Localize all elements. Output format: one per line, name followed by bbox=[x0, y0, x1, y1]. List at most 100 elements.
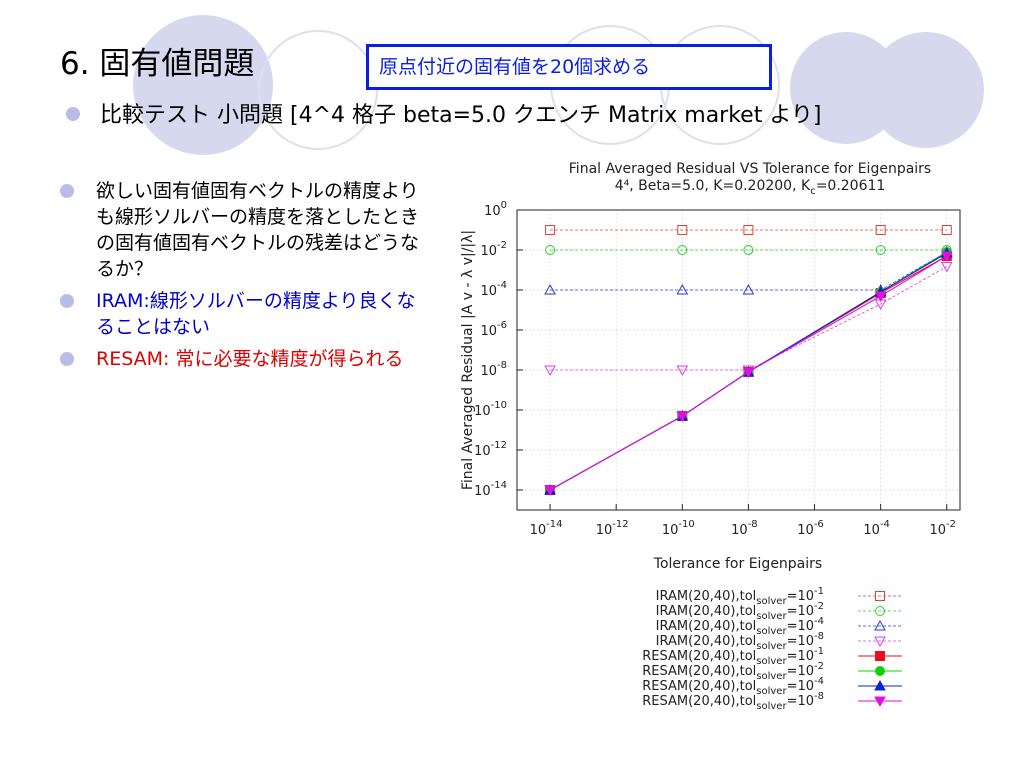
legend: IRAM(20,40),tolsolver=10-1IRAM(20,40),to… bbox=[642, 586, 902, 712]
x-tick-exp: -8 bbox=[748, 519, 758, 530]
legend-eq: =10 bbox=[787, 694, 814, 709]
x-tick-label: 10-2 bbox=[930, 519, 957, 538]
legend-entry-label: IRAM(20,40),tolsolver=10-2 bbox=[656, 601, 824, 622]
legend-exp: -4 bbox=[814, 676, 824, 687]
series-point bbox=[677, 225, 688, 235]
y-tick-exp: -14 bbox=[491, 480, 507, 491]
x-tick-base: 10 bbox=[863, 523, 880, 538]
x-tick-label: 10-10 bbox=[662, 519, 695, 538]
legend-sub: solver bbox=[756, 671, 787, 682]
legend-sub: solver bbox=[756, 701, 787, 712]
bullet-item: 欲しい固有値固有ベクトルの精度よりも線形ソルバーの精度を落としたときの固有値固有… bbox=[60, 178, 420, 282]
y-tick-label: 10-2 bbox=[480, 240, 507, 259]
legend-swatch-marker bbox=[875, 651, 885, 661]
series-point bbox=[743, 225, 754, 235]
legend-exp: -1 bbox=[814, 586, 824, 597]
series-point bbox=[940, 261, 953, 273]
legend-sub: solver bbox=[756, 686, 787, 697]
legend-prefix: IRAM(20,40),tol bbox=[656, 604, 757, 619]
legend-eq: =10 bbox=[787, 589, 814, 604]
y-tick-exp: 0 bbox=[501, 200, 507, 211]
x-tick-exp: -6 bbox=[814, 519, 824, 530]
y-tick-exp: -2 bbox=[497, 240, 507, 251]
legend-sub: solver bbox=[756, 626, 787, 637]
y-tick-base: 10 bbox=[480, 284, 497, 299]
bullet-item: IRAM:線形ソルバーの精度より良くなることはない bbox=[60, 288, 420, 340]
y-tick-label: 10-8 bbox=[480, 360, 507, 379]
y-tick-label: 10-4 bbox=[480, 280, 507, 299]
series-point bbox=[544, 485, 556, 497]
series-point bbox=[875, 225, 886, 235]
x-tick-label: 10-4 bbox=[863, 519, 890, 538]
y-tick-label: 100 bbox=[484, 200, 507, 219]
legend-entry-label: RESAM(20,40),tolsolver=10-8 bbox=[642, 691, 824, 712]
y-tick-exp: -8 bbox=[497, 360, 507, 371]
deco-circle-1 bbox=[133, 15, 273, 155]
series bbox=[545, 225, 952, 235]
legend-prefix: IRAM(20,40),tol bbox=[656, 589, 757, 604]
series-point bbox=[545, 225, 556, 235]
y-tick-base: 10 bbox=[474, 404, 491, 419]
series-group bbox=[544, 225, 953, 497]
bullet-dot bbox=[60, 294, 74, 308]
chart-title-line2-sub: c bbox=[810, 186, 816, 197]
x-tick-label: 10-8 bbox=[731, 519, 758, 538]
legend-exp: -8 bbox=[814, 691, 824, 702]
legend-prefix: RESAM(20,40),tol bbox=[642, 679, 756, 694]
legend-swatch-marker bbox=[874, 619, 886, 631]
legend-swatch-marker bbox=[875, 591, 885, 601]
bullet-dot bbox=[60, 352, 74, 366]
series-point bbox=[544, 365, 556, 377]
legend-exp: -4 bbox=[814, 616, 824, 627]
y-tick-base: 10 bbox=[480, 364, 497, 379]
subtitle-text: 比較テスト 小問題 [4^4 格子 beta=5.0 クエンチ Matrix m… bbox=[100, 103, 822, 128]
legend-prefix: RESAM(20,40),tol bbox=[642, 664, 756, 679]
callout-box: 原点付近の固有値を20個求める bbox=[366, 44, 772, 90]
legend-prefix: RESAM(20,40),tol bbox=[642, 649, 756, 664]
legend-entry-label: IRAM(20,40),tolsolver=10-1 bbox=[656, 586, 824, 607]
x-tick-label: 10-6 bbox=[797, 519, 824, 538]
legend-eq: =10 bbox=[787, 649, 814, 664]
chart-title-line2: 4⁴, Beta=5.0, K=0.20200, Kc=0.20611 bbox=[615, 178, 886, 197]
y-tick-label: 10-10 bbox=[474, 400, 507, 419]
legend-prefix: IRAM(20,40),tol bbox=[656, 619, 757, 634]
bullet-text: 欲しい固有値固有ベクトルの精度よりも線形ソルバーの精度を落としたときの固有値固有… bbox=[96, 180, 420, 280]
series bbox=[544, 251, 953, 497]
x-tick-exp: -12 bbox=[612, 519, 628, 530]
legend-exp: -2 bbox=[814, 661, 824, 672]
series-line bbox=[550, 266, 947, 371]
legend-sub: solver bbox=[756, 656, 787, 667]
series-point bbox=[676, 283, 689, 295]
legend-entry-label: RESAM(20,40),tolsolver=10-4 bbox=[642, 676, 824, 697]
series-point bbox=[874, 291, 887, 303]
y-tick-exp: -10 bbox=[491, 400, 507, 411]
series-point bbox=[940, 251, 953, 263]
subtitle: 比較テスト 小問題 [4^4 格子 beta=5.0 クエンチ Matrix m… bbox=[66, 100, 821, 132]
x-tick-base: 10 bbox=[530, 523, 547, 538]
slide-title: 6. 固有値問題 bbox=[60, 46, 255, 82]
legend-entry-label: IRAM(20,40),tolsolver=10-4 bbox=[656, 616, 824, 637]
x-tick-base: 10 bbox=[731, 523, 748, 538]
legend-exp: -1 bbox=[814, 646, 824, 657]
series-point bbox=[742, 283, 755, 295]
y-tick-exp: -12 bbox=[491, 440, 507, 451]
chart-title-line1: Final Averaged Residual VS Tolerance for… bbox=[569, 161, 931, 177]
legend-entry-label: RESAM(20,40),tolsolver=10-2 bbox=[642, 661, 824, 682]
x-tick-label: 10-12 bbox=[596, 519, 629, 538]
legend-sub: solver bbox=[756, 611, 787, 622]
series-point bbox=[676, 365, 689, 377]
x-tick-labels: 10-14 10-12 10-10 10-8 10-6 10-4 10-2 bbox=[530, 519, 956, 538]
legend-entry-label: IRAM(20,40),tolsolver=10-8 bbox=[656, 631, 824, 652]
legend-prefix: IRAM(20,40),tol bbox=[656, 634, 757, 649]
x-tick-exp: -10 bbox=[678, 519, 694, 530]
legend-eq: =10 bbox=[787, 619, 814, 634]
series-point bbox=[545, 245, 556, 255]
x-tick-exp: -2 bbox=[946, 519, 956, 530]
deco-ring-1 bbox=[258, 30, 378, 150]
legend-swatch-marker bbox=[874, 696, 886, 708]
legend-sub: solver bbox=[756, 641, 787, 652]
legend-swatch-marker bbox=[875, 666, 885, 676]
x-tick-base: 10 bbox=[596, 523, 613, 538]
bullet-list: 欲しい固有値固有ベクトルの精度よりも線形ソルバーの精度を落としたときの固有値固有… bbox=[60, 178, 420, 378]
x-tick-label: 10-14 bbox=[530, 519, 563, 538]
